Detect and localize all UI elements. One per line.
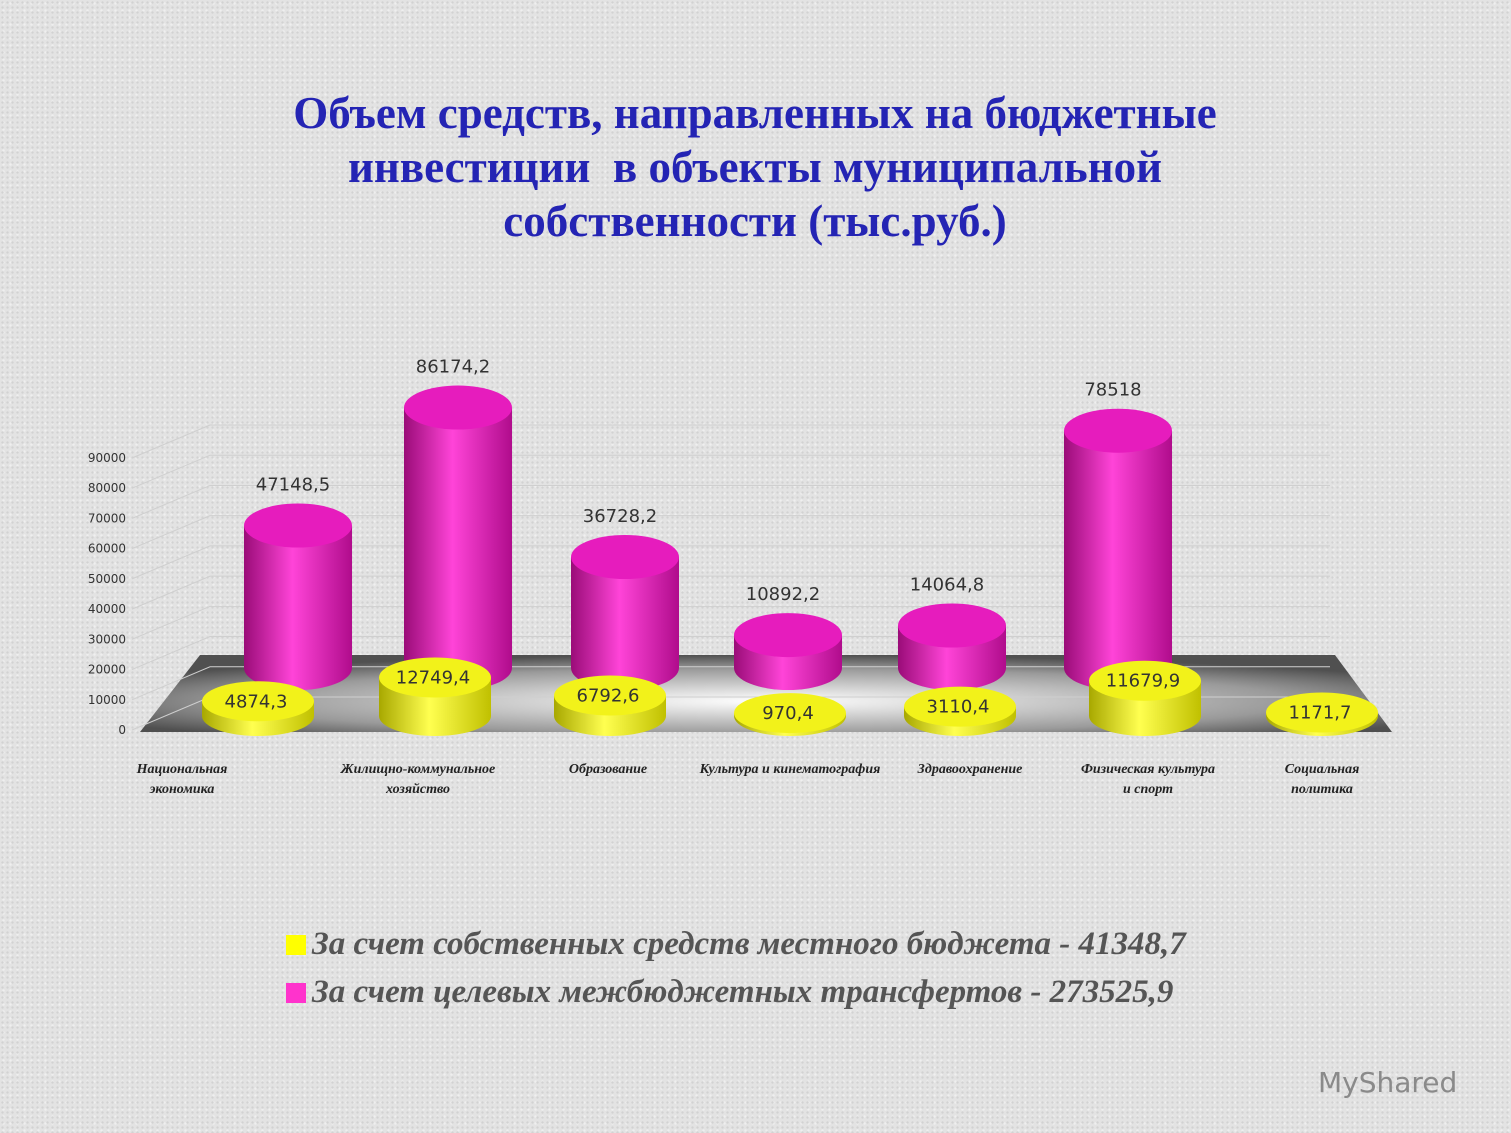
grid-line [131, 575, 1330, 610]
value-label: 6792,6 [577, 685, 640, 706]
x-tick-label: Национальная экономика [136, 762, 228, 797]
chart-title: Объем средств, направленных на бюджетные… [293, 88, 1228, 246]
y-tick-label: 40000 [88, 602, 126, 616]
value-label: 36728,2 [583, 506, 657, 527]
cylinder [571, 556, 679, 690]
grid-line [131, 424, 1330, 459]
x-tick-label: Жилищно-коммунальное хозяйство [340, 762, 496, 797]
y-tick-label: 20000 [88, 663, 126, 677]
cylinder [1064, 430, 1172, 690]
cylinder-top [734, 613, 842, 658]
y-tick-label: 50000 [88, 572, 126, 586]
x-tick-label: Социальная политика [1284, 762, 1360, 797]
legend-swatch [286, 982, 306, 1003]
watermark: MyShared [1318, 1066, 1458, 1099]
x-tick-label: Образование [568, 762, 648, 777]
value-label: 1171,7 [1289, 702, 1352, 723]
cylinder-top [734, 693, 846, 734]
y-tick-label: 0 [118, 723, 126, 737]
cylinder-top [1089, 660, 1201, 701]
value-label: 970,4 [762, 703, 814, 724]
value-label: 4874,3 [225, 691, 288, 712]
value-label: 11679,9 [1106, 671, 1180, 692]
x-tick-label: Физическая культура и спорт [1080, 762, 1216, 797]
value-label: 86174,2 [416, 357, 490, 378]
y-tick-label: 70000 [88, 511, 126, 525]
value-label: 78518 [1084, 380, 1141, 401]
cylinder-top [898, 603, 1006, 648]
grid-line [131, 545, 1330, 580]
legend-entry: За счет целевых межбюджетных трансфертов… [286, 974, 1173, 1011]
x-tick-label: Культура и кинематография [699, 762, 881, 777]
cylinder [244, 525, 352, 690]
x-tick-label: Здравоохранение [917, 762, 1023, 777]
value-label: 10892,2 [746, 584, 820, 605]
value-label: 47148,5 [256, 475, 330, 496]
grid-line [131, 454, 1330, 489]
y-tick-label: 80000 [88, 481, 126, 495]
legend-entry: За счет собственных средств местного бюд… [286, 926, 1186, 963]
y-tick-label: 90000 [88, 451, 126, 465]
value-label: 12749,4 [396, 667, 470, 688]
y-tick-label: 30000 [88, 632, 126, 646]
grid-line [131, 515, 1330, 550]
cylinder-top [379, 657, 491, 698]
y-tick-label: 60000 [88, 542, 126, 556]
cylinder-top [904, 686, 1016, 727]
value-label: 14064,8 [910, 574, 984, 595]
cylinder [404, 407, 512, 690]
cylinder-top [404, 385, 512, 430]
legend-swatch [286, 934, 306, 955]
legend-label: За счет собственных средств местного бюд… [312, 926, 1186, 962]
cylinder-top [244, 503, 352, 548]
cylinder-top [554, 675, 666, 716]
y-tick-label: 10000 [88, 693, 126, 707]
grid-line [131, 484, 1330, 519]
cylinder-top [1064, 408, 1172, 453]
cylinder-top [571, 534, 679, 579]
legend-label: За счет целевых межбюджетных трансфертов… [312, 974, 1174, 1010]
value-label: 3110,4 [927, 697, 990, 718]
cylinder-top [202, 681, 314, 722]
cylinder-top [1266, 692, 1378, 733]
